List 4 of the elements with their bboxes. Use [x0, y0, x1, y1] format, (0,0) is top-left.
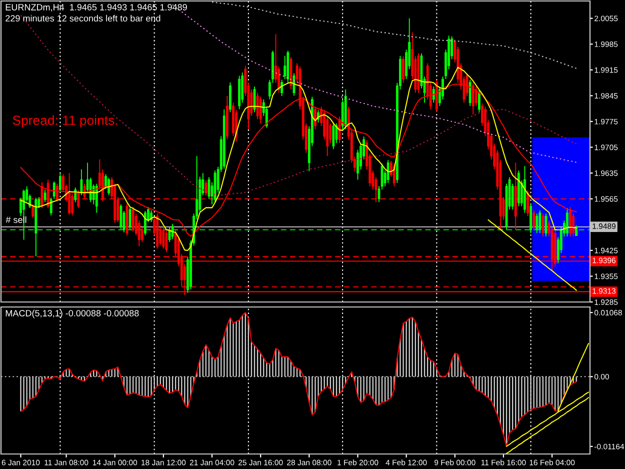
- chart-title: MACD(5,13,1) -0.00088 -0.00088: [6, 310, 139, 318]
- annotation: Spread: 11 points.: [12, 115, 118, 128]
- text: 229 minutes 12 seconds left to bar end: [6, 14, 160, 22]
- chart-title: EURNZDm,H4 1.9465 1.9493 1.9465 1.9489: [6, 4, 187, 12]
